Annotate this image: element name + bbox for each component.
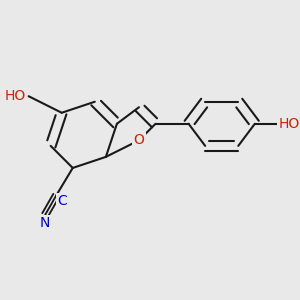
Text: HO: HO [278, 117, 299, 131]
Text: HO: HO [4, 89, 26, 103]
Text: O: O [134, 133, 144, 147]
Text: N: N [40, 216, 50, 230]
Text: C: C [58, 194, 67, 208]
